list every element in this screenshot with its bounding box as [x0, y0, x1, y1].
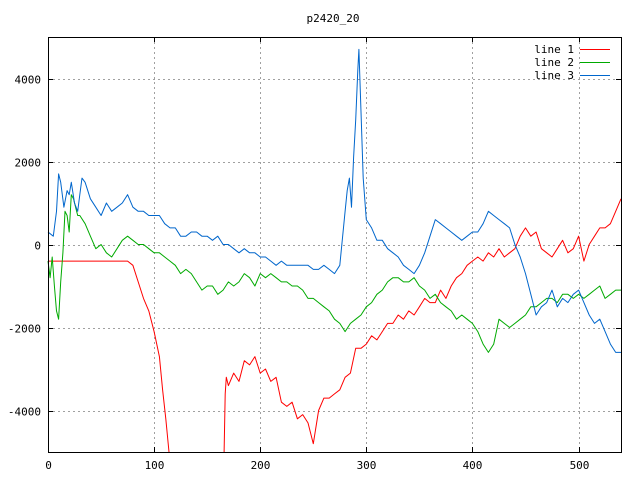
legend-label-1: line 1 — [534, 43, 574, 56]
axis-ticks: 0 100 200 300 400 500 -4000 -2000 0 2000 4000 — [8, 37, 621, 472]
x-tick-label: 400 — [463, 459, 483, 472]
legend-label-3: line 3 — [534, 69, 574, 82]
y-tick-label: -4000 — [8, 406, 41, 419]
y-tick-label: 2000 — [15, 157, 42, 170]
chart-title: p2420_20 — [307, 12, 360, 25]
y-tick-label: 0 — [34, 240, 41, 253]
series-3-line — [47, 48, 621, 353]
x-tick-label: 100 — [145, 459, 165, 472]
x-tick-label: 500 — [570, 459, 590, 472]
y-tick-label: -2000 — [8, 323, 41, 336]
x-tick-label: 300 — [357, 459, 377, 472]
y-tick-label: 4000 — [15, 74, 42, 87]
plot-series — [47, 48, 622, 453]
x-tick-label: 200 — [251, 459, 271, 472]
grid — [48, 37, 621, 452]
series-1-line — [48, 198, 622, 453]
series-2-line — [47, 194, 621, 353]
legend-label-2: line 2 — [534, 56, 574, 69]
x-tick-label: 0 — [45, 459, 52, 472]
